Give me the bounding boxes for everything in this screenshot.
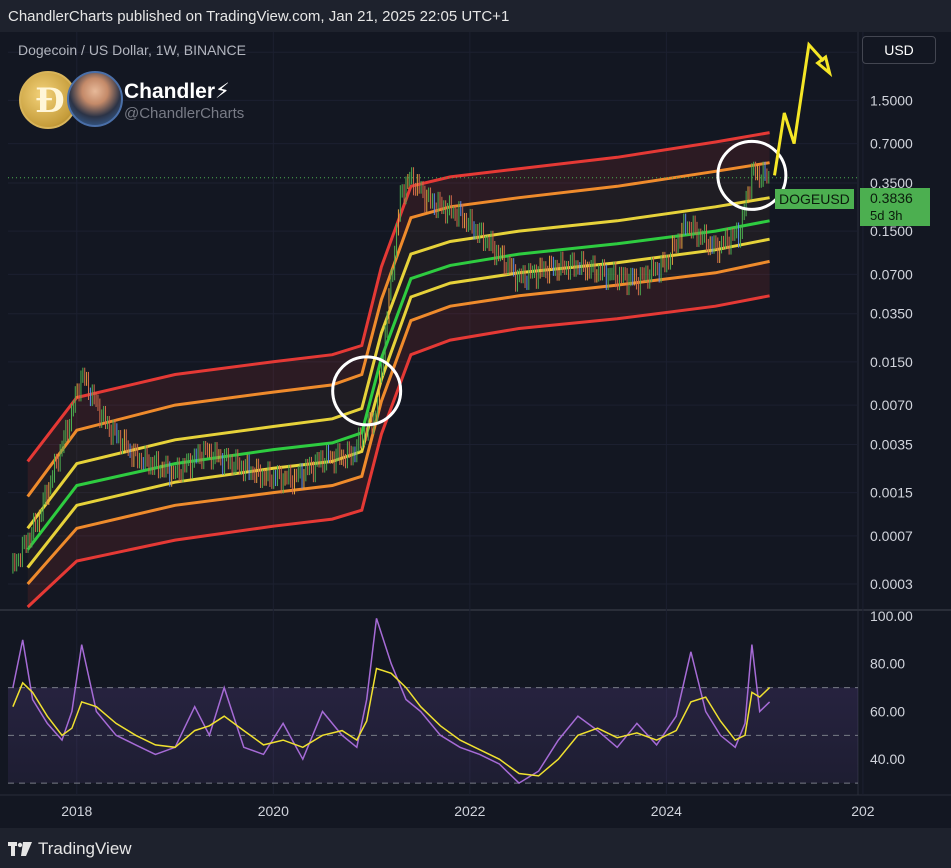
lower-band-fill [27,261,770,607]
band-green-mid [26,219,770,551]
forecast-arrow [773,41,825,176]
time-tick-label: 202 [851,803,875,819]
price-tick-label: 0.3500 [870,175,913,191]
price-tick-label: 0.0150 [870,354,913,370]
rsi-tick-label: 80.00 [870,656,905,672]
currency-button[interactable]: USD [862,36,936,64]
axes: 3.50001.50000.70000.35000.15000.07000.03… [61,44,913,819]
rsi-tick-label: 40.00 [870,751,905,767]
price-tick-label: 0.1500 [870,223,913,239]
price-tick-label: 0.0003 [870,576,913,592]
last-price: 0.3836 [870,190,913,206]
tradingview-logo[interactable]: TradingView [8,839,132,859]
upper-band-fill [27,132,770,497]
price-tick-label: 0.0070 [870,397,913,413]
middle-band-fill [27,162,770,584]
band-yellow-upper [26,196,770,530]
last-price-tag: 0.3836 5d 3h [860,188,930,226]
author-name: Chandler⚡ [124,80,230,103]
footer [0,828,951,868]
rsi-tick-label: 60.00 [870,703,905,719]
author-avatar [67,71,123,127]
author-handle: @ChandlerCharts [124,105,245,122]
price-tick-label: 0.0700 [870,266,913,282]
price-tick-label: 0.0350 [870,306,913,322]
time-tick-label: 2024 [651,803,682,819]
bar-countdown: 5d 3h [870,208,903,223]
rsi-tick-label: 100.00 [870,608,913,624]
symbol-tag: DOGEUSD [775,189,854,209]
price-tick-label: 0.0035 [870,436,913,452]
time-tick-label: 2018 [61,803,92,819]
price-tick-label: 1.5000 [870,92,913,108]
symbol-title: Dogecoin / US Dollar, 1W, BINANCE [18,42,246,58]
publish-info: ChandlerCharts published on TradingView.… [8,8,510,25]
price-tick-label: 0.7000 [870,136,913,152]
band-lines [26,131,770,609]
time-tick-label: 2020 [258,803,289,819]
price-tick-label: 0.0015 [870,485,913,501]
annotations [331,41,833,427]
tradingview-logo-icon [8,842,32,856]
rsi-line [12,618,771,785]
band-orange-upper [26,161,770,498]
time-tick-label: 2022 [454,803,485,819]
rsi-ma-line [12,667,771,777]
band-red-upper [26,131,770,463]
price-series [8,161,858,574]
publish-bar: ChandlerCharts published on TradingView.… [0,0,951,32]
price-tick-label: 0.0007 [870,528,913,544]
tradingview-brand: TradingView [38,839,132,858]
rsi-pane [8,618,858,785]
band-red-lower [26,294,770,609]
highlight-circle [716,139,788,211]
highlight-circle [331,355,403,427]
forecast-arrowhead [815,54,833,78]
grid-lines [0,32,951,796]
band-fill [27,132,770,607]
